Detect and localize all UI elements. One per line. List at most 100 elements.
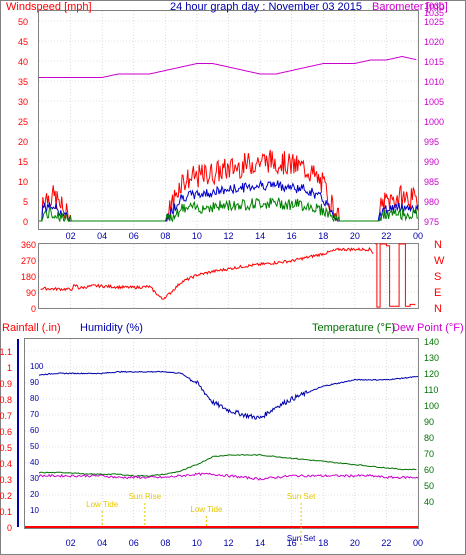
windspeed-tick-label: 35 <box>18 77 28 87</box>
barometer-tick-label: 1035 <box>424 8 444 18</box>
x-tick-label: 20 <box>350 231 360 241</box>
humidity-tick-label: 30 <box>30 474 39 483</box>
panel1-grid <box>39 11 419 229</box>
humidity-label: Humidity (%) <box>80 322 143 334</box>
windspeed-tick-label: 0 <box>23 217 28 227</box>
windspeed-tick-label: 10 <box>18 177 28 187</box>
temperature-tick-label: 120 <box>424 369 439 379</box>
chart-title: 24 hour graph day : November 03 2015 <box>170 1 362 13</box>
rain-tick-label: 0.5 <box>0 443 12 453</box>
direction-tick-label: 90 <box>26 288 36 298</box>
x-tick-label: 22 <box>381 231 391 241</box>
x-tick-label: 14 <box>255 538 265 548</box>
temperature-tick-label: 100 <box>424 401 439 411</box>
humidity-tick-label: 80 <box>30 394 39 403</box>
panel3-temp-axis: 40 50 60 70 80 90 100 110 120 130 140 <box>424 337 439 507</box>
barometer-line <box>39 55 417 78</box>
windspeed-tick-label: 45 <box>18 37 28 47</box>
temperature-tick-label: 130 <box>424 353 439 363</box>
dewpoint-line <box>38 472 419 481</box>
barometer-tick-label: 1015 <box>424 57 444 67</box>
rain-tick-label: 0.2 <box>0 491 12 501</box>
rain-tick-label: 0.1 <box>0 507 12 517</box>
x-tick-label: 06 <box>129 231 139 241</box>
x-tick-label: 08 <box>160 231 170 241</box>
compass-label: S <box>434 271 441 283</box>
x-tick-label: 18 <box>318 538 328 548</box>
rain-tick-label: 1.1 <box>0 347 12 357</box>
panel2-left-axis: 0 90 180 270 360 <box>21 240 36 314</box>
temperature-tick-label: 60 <box>424 465 434 475</box>
temperature-tick-label: 110 <box>424 385 438 395</box>
panel-rain-humidity-temp <box>24 338 419 529</box>
rain-tick-label: 0.7 <box>0 411 12 421</box>
humidity-tick-label: 50 <box>30 442 39 451</box>
windspeed-tick-label: 25 <box>18 117 28 127</box>
x-tick-label: 12 <box>223 231 233 241</box>
x-tick-label: 16 <box>287 231 297 241</box>
humidity-tick-label: 40 <box>30 458 39 467</box>
x-tick-label: 10 <box>192 538 202 548</box>
compass-label: W <box>434 255 445 267</box>
event-label: Low Tide <box>190 505 223 514</box>
direction-tick-label: 360 <box>21 240 36 250</box>
barometer-tick-label: 1030 <box>424 1 444 11</box>
rain-tick-label: 1 <box>7 363 12 373</box>
x-tick-label: 00 <box>413 231 423 241</box>
wind-direction-line <box>40 246 374 300</box>
x-tick-label: 00 <box>413 538 423 548</box>
rainfall-label: Rainfall (.in) <box>2 322 61 334</box>
barometer-tick-label: 990 <box>424 157 439 167</box>
direction-tick-label: 180 <box>21 272 36 282</box>
temperature-label: Temperature (°F) <box>312 322 395 334</box>
event-label: Low Tide <box>86 500 119 509</box>
direction-tick-label: 270 <box>21 256 36 266</box>
barometer-tick-label: 980 <box>424 197 439 207</box>
temperature-tick-label: 70 <box>424 449 434 459</box>
temperature-line <box>38 453 417 477</box>
humidity-line <box>39 370 419 420</box>
x-tick-label: 18 <box>318 231 328 241</box>
barometer-tick-label: 985 <box>424 177 439 187</box>
panel3-rain-axis: 0 0.1 0.2 0.3 0.4 0.5 0.6 0.7 0.8 0.9 1 1.1 <box>0 347 12 533</box>
panel1-right-axis: 9759809859909951000100510101015102010251… <box>424 1 444 227</box>
temperature-tick-label: 140 <box>424 337 439 347</box>
humidity-tick-label: 20 <box>30 490 39 499</box>
humidity-tick-label: 100 <box>30 362 44 371</box>
rain-tick-label: 0.4 <box>0 459 12 469</box>
windspeed-tick-label: 20 <box>18 137 28 147</box>
humidity-tick-label: 70 <box>30 410 39 419</box>
event-label: Sun Set <box>287 534 316 543</box>
x-tick-label: 12 <box>223 538 233 548</box>
dewpoint-label: Dew Point (°F) <box>392 322 464 334</box>
panel1-series <box>39 55 419 223</box>
wind-direction-variable-line <box>375 243 416 308</box>
rain-tick-label: 0.6 <box>0 427 12 437</box>
barometer-tick-label: 995 <box>424 137 439 147</box>
barometer-tick-label: 1025 <box>424 17 444 27</box>
compass-label: E <box>434 287 441 299</box>
x-tick-label: 04 <box>97 231 107 241</box>
rain-tick-label: 0.8 <box>0 395 12 405</box>
panel2-grid <box>39 243 419 309</box>
direction-tick-label: 0 <box>31 304 36 314</box>
windspeed-label: Windspeed [mph] <box>6 1 92 13</box>
barometer-tick-label: 1020 <box>424 37 444 47</box>
barometer-tick-label: 975 <box>424 217 439 227</box>
rain-tick-label: 0 <box>7 523 12 533</box>
barometer-tick-label: 1005 <box>424 97 444 107</box>
temperature-tick-label: 40 <box>424 497 434 507</box>
windspeed-tick-label: 30 <box>18 97 28 107</box>
x-tick-label: 10 <box>192 231 202 241</box>
humidity-tick-label: 90 <box>30 378 39 387</box>
compass-label: N <box>434 303 442 315</box>
panel3-humidity-axis: 10 20 30 40 50 60 70 80 90 100 <box>30 362 44 515</box>
barometer-tick-label: 1000 <box>424 117 444 127</box>
x-tick-label: 04 <box>97 538 107 548</box>
compass-label: N <box>434 239 442 251</box>
windspeed-tick-label: 15 <box>18 157 28 167</box>
x-tick-label: 16 <box>287 538 297 548</box>
rain-tick-label: 0.3 <box>0 475 12 485</box>
